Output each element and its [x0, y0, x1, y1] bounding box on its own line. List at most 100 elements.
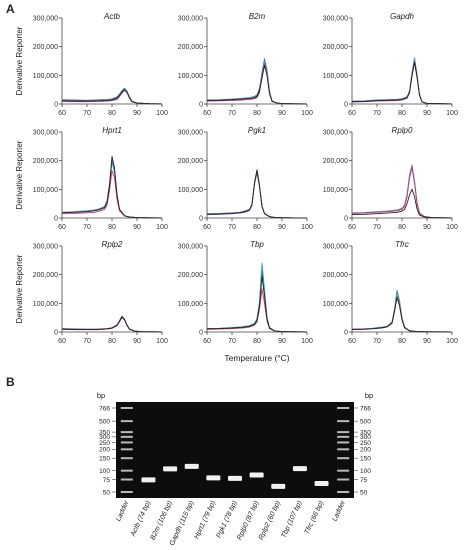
x-tick-label: 80 [253, 338, 261, 345]
series-line-3 [206, 168, 307, 219]
x-tick-label: 90 [278, 110, 286, 117]
y-tick-label: 300,000 [178, 16, 203, 23]
ladder-band [337, 469, 350, 472]
marker-label-right: 250 [360, 440, 371, 447]
series-line-4 [206, 64, 308, 105]
x-tick-label: 60 [58, 224, 66, 231]
y-tick-label: 0 [199, 216, 203, 223]
pcr-band [228, 475, 242, 481]
series-line-4 [351, 61, 453, 105]
x-tick-label: 100 [446, 224, 458, 231]
marker-label-left: 75 [103, 477, 111, 484]
series-line-4 [206, 275, 308, 333]
chart-title: Gapdh [390, 12, 415, 21]
x-tick-label: 80 [398, 110, 406, 117]
x-tick-label: 100 [446, 338, 458, 345]
lane-label: Gapdh (115 bp) [169, 500, 196, 547]
ladder-band [337, 491, 350, 493]
series-line-3 [206, 63, 308, 105]
lane-label: Hprt1 (79 bp) [193, 500, 217, 540]
x-tick-label: 80 [398, 224, 406, 231]
lane-label: Rplp2 (60 bp) [258, 500, 282, 541]
series-line-3 [351, 61, 453, 105]
x-tick-label: 90 [133, 110, 141, 117]
ladder-band [337, 420, 350, 423]
ladder-band [120, 420, 133, 423]
ladder-band [120, 448, 133, 451]
series-line-1 [61, 158, 163, 219]
marker-label-left: 250 [99, 440, 110, 447]
melt-curve-chart-7: 0 100,000 200,000 300,000 60 70 80 90 100 Rplp2 De… [15, 240, 168, 345]
series-line-2 [206, 172, 307, 219]
series-line-1 [351, 57, 453, 105]
x-tick-label: 90 [133, 224, 141, 231]
lane-label: Ladder [115, 499, 131, 522]
series-line-4 [61, 155, 163, 219]
ladder-band [337, 448, 350, 451]
y-tick-label: 200,000 [33, 44, 58, 51]
y-tick-label: 200,000 [323, 158, 348, 165]
melt-curve-chart-2: 0 100,000 200,000 300,000 60 70 80 90 100 B2m [178, 12, 313, 117]
y-tick-label: 100,000 [33, 73, 58, 80]
melt-curve-chart-4: 0 100,000 200,000 300,000 60 70 80 90 100 Hprt1 De… [15, 126, 168, 231]
series-line-3 [61, 170, 163, 219]
marker-label-left: 200 [99, 447, 110, 454]
x-tick-label: 100 [156, 110, 168, 117]
lane-label: Ladder [331, 499, 347, 522]
marker-label-right: 50 [360, 489, 368, 496]
marker-label-left: 150 [99, 455, 110, 462]
x-tick-label: 80 [398, 338, 406, 345]
y-tick-label: 100,000 [323, 187, 348, 194]
lane-label: Actb (74 bp) [129, 500, 152, 538]
pcr-band [184, 463, 199, 469]
melt-curve-chart-6: 0 100,000 200,000 300,000 60 70 80 90 100 Rplp0 [323, 126, 458, 231]
y-tick-label: 0 [344, 102, 348, 109]
x-tick-label: 100 [156, 338, 168, 345]
y-tick-label: 100,000 [33, 187, 58, 194]
y-tick-label: 300,000 [323, 16, 348, 23]
y-tick-label: 100,000 [178, 73, 203, 80]
x-tick-label: 80 [108, 338, 116, 345]
chart-title: Rplp2 [102, 240, 123, 249]
chart-title: Hprt1 [102, 126, 122, 135]
y-tick-label: 0 [54, 216, 58, 223]
x-tick-label: 100 [301, 338, 313, 345]
series-line-4 [61, 89, 163, 105]
ladder-band [120, 441, 133, 444]
x-axis-label: Temperature (°C) [224, 353, 289, 363]
ladder-band [337, 431, 350, 434]
x-tick-label: 70 [373, 110, 381, 117]
panel-a-label: A [6, 2, 15, 16]
melt-curve-chart-3: 0 100,000 200,000 300,000 60 70 80 90 100 Gapdh [323, 12, 458, 117]
ladder-band [120, 469, 133, 472]
y-tick-label: 100,000 [323, 73, 348, 80]
y-axis-label: Derivative Reporter [15, 254, 24, 323]
ladder-band [120, 435, 133, 438]
y-axis-label: Derivative Reporter [15, 26, 24, 95]
pcr-band [249, 472, 264, 478]
y-tick-label: 200,000 [323, 44, 348, 51]
y-tick-label: 0 [344, 216, 348, 223]
marker-label-left: 500 [99, 418, 110, 425]
y-tick-label: 100,000 [323, 301, 348, 308]
bp-unit-left: bp [97, 391, 105, 400]
marker-label-right: 300 [360, 434, 371, 441]
marker-label-right: 766 [360, 405, 371, 412]
series-line-3 [351, 167, 453, 219]
ladder-band [120, 457, 133, 460]
series-line-1 [351, 289, 453, 333]
series-line-2 [351, 291, 453, 333]
x-tick-label: 70 [83, 110, 91, 117]
melt-curve-chart-9: 0 100,000 200,000 300,000 60 70 80 90 100 Tfrc [323, 240, 458, 345]
ladder-band [337, 457, 350, 460]
x-tick-label: 90 [423, 110, 431, 117]
lane-label: B2m (106 bp) [150, 500, 174, 541]
chart-title: Tfrc [395, 240, 409, 249]
x-tick-label: 90 [133, 338, 141, 345]
series-line-2 [351, 165, 453, 219]
series-line-4 [206, 170, 307, 219]
marker-label-left: 50 [103, 489, 111, 496]
y-tick-label: 200,000 [178, 272, 203, 279]
ladder-band [120, 407, 133, 409]
